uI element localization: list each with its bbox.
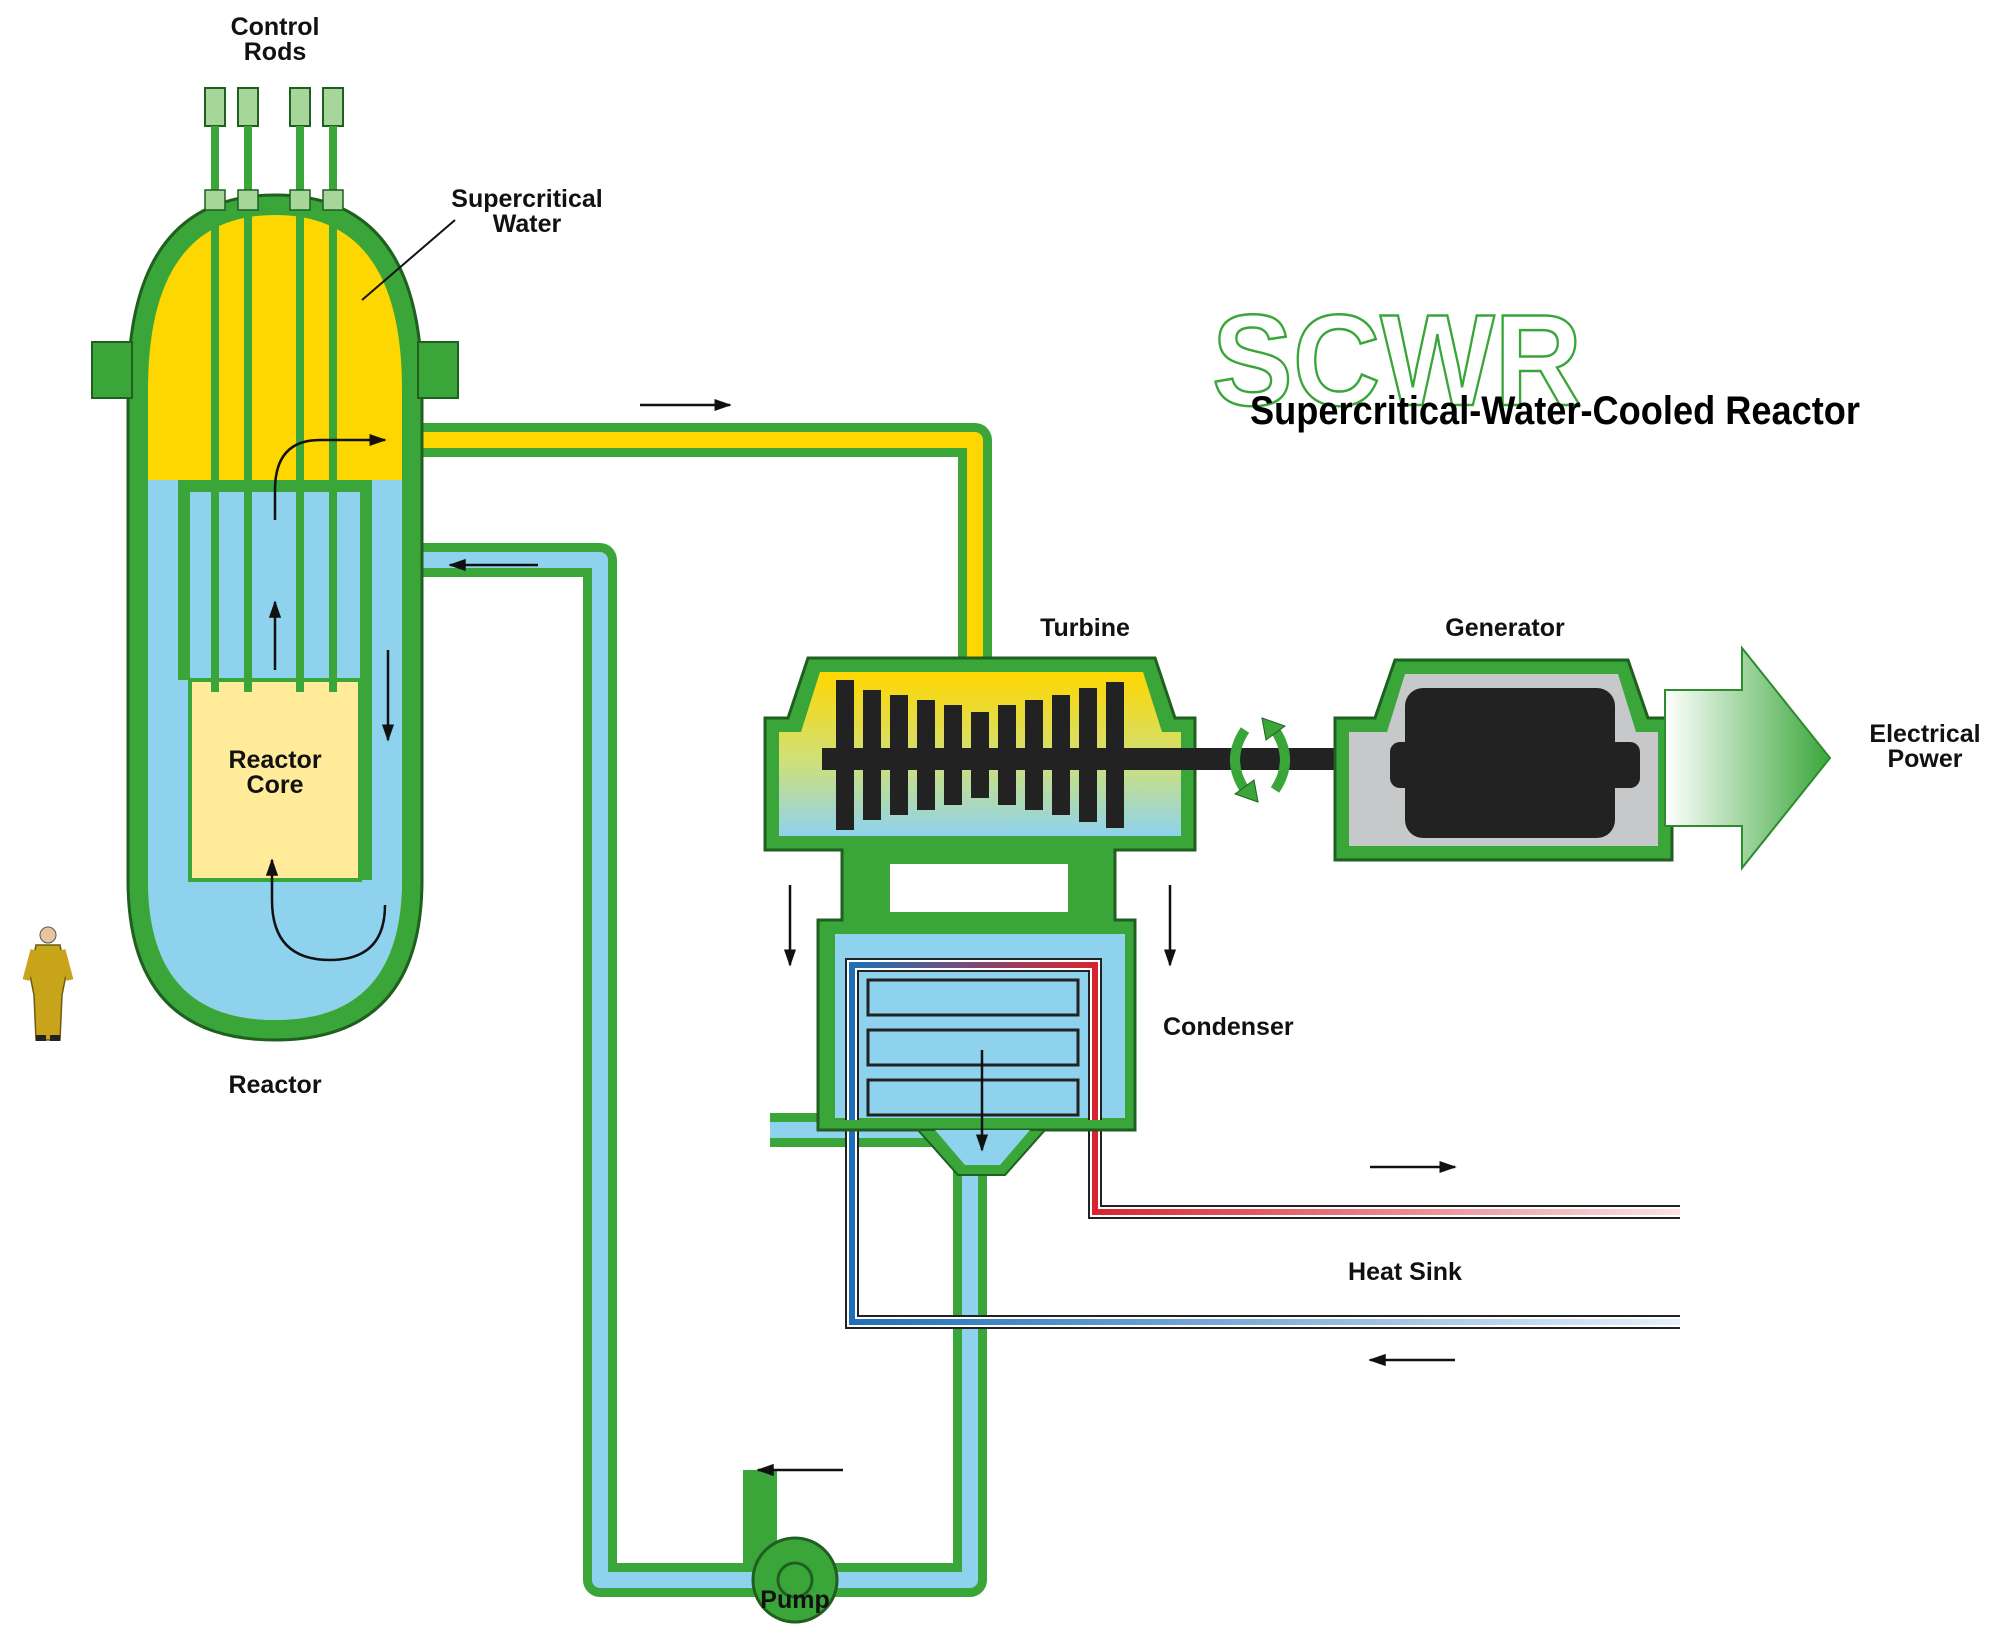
label-generator: Generator: [1445, 614, 1565, 642]
label-electrical-power-line1: Electrical: [1869, 720, 1980, 748]
steam-pipe: [410, 423, 992, 672]
shaft-rotation-arrows: [1230, 717, 1290, 803]
person-figure: [22, 926, 74, 1041]
label-reactor: Reactor: [228, 1071, 321, 1099]
pump: [751, 1536, 839, 1624]
label-condenser: Condenser: [1163, 1013, 1294, 1041]
label-pump: Pump: [760, 1586, 829, 1614]
electrical-power-arrow: [1664, 645, 1832, 871]
label-reactor-core-line2: Core: [247, 771, 304, 799]
control-rods: [204, 87, 344, 692]
label-control-rods-line1: Control: [231, 13, 320, 41]
label-supercritical-water-line1: Supercritical: [451, 185, 602, 213]
label-reactor-core-line1: Reactor: [228, 746, 321, 774]
label-control-rods-line2: Rods: [244, 38, 307, 66]
supercritical-water-leader: [361, 219, 456, 301]
title-block: SCWR Supercritical-Water-Cooled Reactor: [1211, 286, 1860, 435]
reactor-core: [188, 678, 362, 882]
generator: [1333, 658, 1674, 862]
title-acronym: SCWR: [1212, 287, 1582, 433]
label-turbine: Turbine: [1040, 614, 1130, 642]
label-heat-sink: Heat Sink: [1348, 1258, 1462, 1286]
reactor-flow-arrows: [265, 398, 1457, 1477]
label-supercritical-water-line2: Water: [493, 210, 562, 238]
condenser-coil: [783, 885, 1177, 1176]
title-full-name: Supercritical-Water-Cooled Reactor: [1250, 389, 1860, 433]
heat-sink-piping: [845, 1120, 1680, 1329]
label-electrical-power-line2: Power: [1887, 745, 1962, 773]
